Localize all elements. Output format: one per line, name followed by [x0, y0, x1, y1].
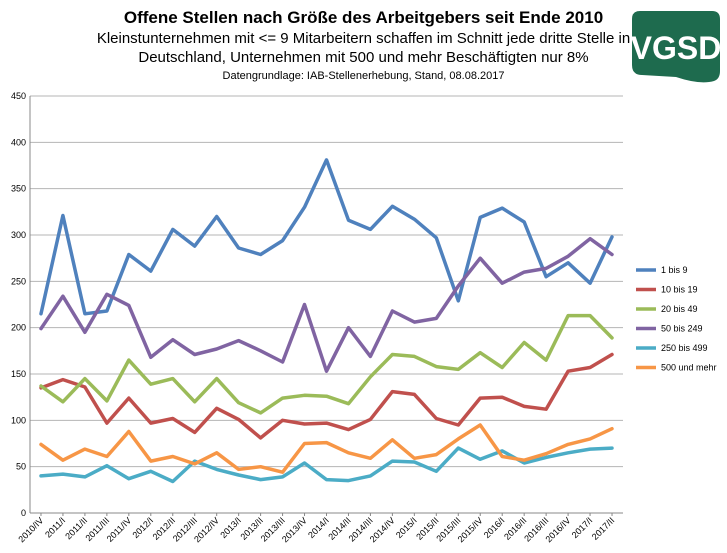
series-line-5 [39, 423, 614, 474]
x-tick-label: 2011/IV [105, 515, 134, 544]
logo-bubble-shape [632, 11, 720, 83]
x-tick-label: 2012/IV [192, 515, 221, 544]
grid-lines [30, 95, 623, 514]
y-tick-label: 200 [11, 323, 26, 333]
legend-label-4: 250 bis 499 [661, 343, 708, 353]
chart-subtitle-line2: Deutschland, Unternehmen mit 500 und meh… [138, 49, 589, 66]
y-tick-label: 250 [11, 276, 26, 286]
series-lines [39, 158, 614, 484]
legend-label-1: 10 bis 19 [661, 285, 698, 295]
vgsd-logo: VGSD [631, 11, 722, 83]
series-line-2 [39, 313, 614, 415]
x-tick-label: 2016/IV [543, 515, 572, 544]
series-line-0 [39, 158, 614, 316]
logo-text: VGSD [631, 30, 722, 66]
y-tick-label: 350 [11, 184, 26, 194]
series-line-3 [39, 236, 614, 373]
y-tick-label: 150 [11, 369, 26, 379]
chart-title: Offene Stellen nach Größe des Arbeitgebe… [123, 8, 604, 27]
x-tick-label: 2014/IV [368, 515, 397, 544]
data-source-note: Datengrundlage: IAB-Stellenerhebung, Sta… [222, 70, 505, 82]
x-tick-label: 2017/II [590, 515, 617, 542]
legend-label-0: 1 bis 9 [661, 265, 688, 275]
y-tick-label: 450 [11, 91, 26, 101]
chart-subtitle-line1: Kleinstunternehmen mit <= 9 Mitarbeitern… [96, 30, 631, 47]
y-axis: 0 50 100 150 200 250 300 350 400 450 [11, 91, 31, 518]
y-tick-label: 0 [21, 508, 26, 518]
legend-label-2: 20 bis 49 [661, 304, 698, 314]
x-tick-label: 2010/IV [16, 515, 45, 544]
y-tick-label: 300 [11, 230, 26, 240]
x-tick-label: 2013/IV [280, 515, 309, 544]
legend-label-3: 50 bis 249 [661, 324, 703, 334]
legend-label-5: 500 und mehr [661, 363, 717, 373]
series-line-4 [39, 446, 614, 484]
legend: 1 bis 9 10 bis 19 20 bis 49 50 bis 249 250 b… [636, 265, 717, 373]
series-line-1 [39, 352, 614, 440]
y-tick-label: 100 [11, 415, 26, 425]
x-axis: 2010/IV2011/I2011/II2011/III2011/IV2012/… [16, 512, 623, 544]
y-tick-label: 50 [16, 462, 26, 472]
x-tick-label: 2015/IV [456, 515, 485, 544]
y-tick-label: 400 [11, 137, 26, 147]
